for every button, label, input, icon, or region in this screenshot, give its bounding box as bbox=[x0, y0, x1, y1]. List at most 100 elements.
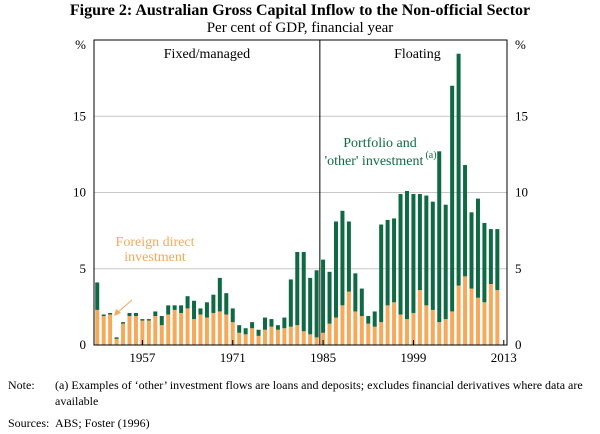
fdi-bar bbox=[385, 305, 390, 345]
portfolio-bar bbox=[250, 322, 255, 329]
portfolio-bar bbox=[204, 302, 209, 318]
fdi-bar bbox=[217, 311, 222, 345]
fdi-bar bbox=[159, 325, 164, 345]
portfolio-bar bbox=[217, 277, 222, 312]
fdi-bar bbox=[488, 284, 493, 345]
fdi-bar bbox=[224, 314, 229, 345]
plot-border bbox=[93, 39, 508, 346]
sources-text: ABS; Foster (1996) bbox=[55, 416, 150, 430]
portfolio-annotation-line1: Portfolio and bbox=[343, 136, 417, 151]
portfolio-bar bbox=[321, 259, 326, 333]
portfolio-bar bbox=[463, 165, 468, 277]
bars bbox=[95, 53, 500, 345]
fdi-bar bbox=[275, 329, 280, 345]
portfolio-bar bbox=[243, 328, 248, 335]
figure-note: Note: (a) Examples of ‘other’ investment… bbox=[8, 377, 593, 411]
x-tick-label: 1957 bbox=[129, 350, 156, 365]
axis-labels: 0 0 5 5 10 10 15 15% % 1957 1971 1985 1999 2013 Fixed/… bbox=[73, 37, 528, 365]
portfolio-bar bbox=[159, 316, 164, 326]
fdi-bar bbox=[482, 302, 487, 345]
portfolio-bar bbox=[282, 317, 287, 329]
y-tick-label-left: 10 bbox=[73, 185, 86, 200]
y-tick-label-left: 15 bbox=[73, 108, 86, 123]
fdi-bar bbox=[250, 328, 255, 345]
portfolio-bar bbox=[404, 190, 409, 320]
portfolio-bar bbox=[488, 229, 493, 284]
portfolio-bar bbox=[469, 212, 474, 289]
fdi-bar bbox=[398, 314, 403, 345]
fdi-bar bbox=[263, 329, 268, 345]
fdi-annotation-line2: investment bbox=[124, 250, 186, 265]
portfolio-bar bbox=[437, 151, 442, 323]
portfolio-bar bbox=[430, 201, 435, 310]
portfolio-bar bbox=[346, 221, 351, 292]
fdi-bar bbox=[463, 276, 468, 345]
portfolio-bar bbox=[392, 218, 397, 303]
fdi-bar bbox=[121, 323, 126, 345]
portfolio-bar bbox=[308, 277, 313, 335]
sources-label: Sources: bbox=[8, 416, 50, 430]
portfolio-bar bbox=[133, 312, 138, 317]
fdi-bar bbox=[379, 322, 384, 345]
fdi-bar bbox=[437, 322, 442, 345]
y-unit-label-right: % bbox=[515, 37, 526, 52]
portfolio-bar bbox=[417, 194, 422, 291]
portfolio-annotation-line2: 'other' investment bbox=[325, 154, 424, 169]
portfolio-bar bbox=[288, 279, 293, 327]
portfolio-bar bbox=[211, 294, 216, 313]
portfolio-bar bbox=[450, 85, 455, 312]
portfolio-bar bbox=[495, 229, 500, 291]
regime-label-fixed: Fixed/managed bbox=[164, 47, 250, 62]
portfolio-bar bbox=[366, 316, 371, 324]
portfolio-bar bbox=[153, 311, 158, 317]
fdi-annotation-arrow-line bbox=[116, 299, 133, 314]
fdi-bar bbox=[333, 317, 338, 345]
fdi-annotation-arrow-head bbox=[114, 309, 121, 316]
fdi-bar bbox=[456, 285, 461, 345]
fdi-bar bbox=[392, 302, 397, 345]
fdi-bar bbox=[417, 290, 422, 345]
fdi-bar bbox=[340, 305, 345, 345]
fdi-bar bbox=[179, 312, 184, 345]
portfolio-bar bbox=[140, 319, 145, 321]
figure-subtitle: Per cent of GDP, financial year bbox=[206, 20, 394, 36]
portfolio-bar bbox=[256, 329, 261, 336]
portfolio-annotation-note-ref: (a) bbox=[425, 150, 436, 161]
y-tick-label-left: 5 bbox=[80, 261, 87, 276]
portfolio-bar bbox=[314, 270, 319, 338]
portfolio-bar bbox=[353, 273, 358, 312]
portfolio-bar bbox=[237, 325, 242, 333]
portfolio-bar bbox=[127, 312, 132, 317]
fdi-bar bbox=[495, 290, 500, 345]
fdi-bar bbox=[192, 319, 197, 345]
portfolio-bar bbox=[372, 311, 377, 327]
fdi-bar bbox=[108, 314, 113, 345]
portfolio-bar bbox=[108, 312, 113, 315]
fdi-bar bbox=[443, 319, 448, 345]
fdi-bar bbox=[172, 309, 177, 345]
fdi-bar bbox=[243, 334, 248, 345]
portfolio-bar bbox=[475, 198, 480, 298]
y-tick-label-left: 0 bbox=[80, 337, 87, 352]
fdi-bar bbox=[308, 334, 313, 345]
portfolio-bar bbox=[295, 251, 300, 326]
y-unit-label-left: % bbox=[75, 37, 86, 52]
portfolio-bar bbox=[443, 204, 448, 320]
fdi-bar bbox=[237, 332, 242, 345]
x-tick-label: 1999 bbox=[400, 350, 426, 365]
portfolio-bar bbox=[166, 305, 171, 315]
portfolio-bar bbox=[146, 319, 151, 321]
portfolio-bar bbox=[482, 223, 487, 303]
fdi-bar bbox=[314, 337, 319, 345]
fdi-bar bbox=[282, 328, 287, 345]
portfolio-bar bbox=[114, 337, 119, 339]
fdi-bar bbox=[327, 323, 332, 345]
figure-sources: Sources: ABS; Foster (1996) bbox=[8, 415, 593, 431]
portfolio-bar bbox=[359, 288, 364, 317]
fdi-bar bbox=[469, 288, 474, 345]
fdi-bar bbox=[211, 312, 216, 345]
portfolio-bar bbox=[198, 308, 203, 315]
x-tick-label: 1971 bbox=[220, 350, 246, 365]
portfolio-bar bbox=[230, 308, 235, 323]
